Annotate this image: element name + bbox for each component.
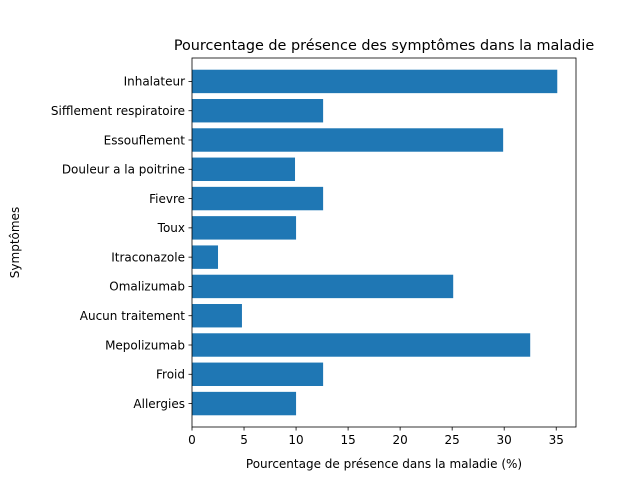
y-tick-label: Itraconazole [111, 250, 185, 264]
bar [192, 128, 504, 152]
x-axis-label: Pourcentage de présence dans la maladie … [246, 457, 522, 471]
y-tick-label: Toux [157, 221, 185, 235]
x-tick-label: 25 [445, 433, 460, 447]
y-tick-label: Aucun traitement [80, 309, 186, 323]
x-tick-label: 15 [340, 433, 355, 447]
y-tick-label: Omalizumab [109, 280, 185, 294]
bar [192, 362, 324, 386]
x-tick-label: 30 [497, 433, 512, 447]
x-tick-label: 35 [549, 433, 564, 447]
plot-frame [191, 57, 577, 428]
bar [192, 99, 324, 123]
x-tick-label: 5 [240, 433, 248, 447]
bar [192, 69, 558, 94]
bar [192, 186, 324, 211]
x-tick-label: 20 [392, 433, 407, 447]
y-tick-label: Allergies [133, 397, 185, 411]
y-tick-label: Froid [156, 368, 185, 382]
bar [192, 391, 297, 416]
bars-group [192, 69, 558, 416]
y-tick-label: Fievre [149, 192, 185, 206]
bar [192, 245, 219, 269]
x-tick-label: 0 [188, 433, 196, 447]
chart-title: Pourcentage de présence des symptômes da… [174, 38, 595, 54]
bar [192, 304, 242, 328]
bar [192, 157, 296, 181]
bar [192, 274, 454, 299]
y-tick-label: Sifflement respiratoire [51, 104, 185, 118]
y-axis: Allergies Froid Mepolizumab Aucun traitemen… [51, 75, 192, 411]
bar [192, 216, 297, 240]
bar [192, 333, 531, 357]
x-tick-label: 10 [288, 433, 303, 447]
y-tick-label: Mepolizumab [105, 338, 185, 352]
x-axis: 0 5 10 15 20 25 30 35 [188, 427, 564, 447]
y-tick-label: Inhalateur [124, 75, 185, 89]
y-tick-label: Douleur a la poitrine [62, 163, 185, 177]
y-tick-label: Essouflement [104, 133, 186, 147]
y-axis-label: Symptômes [8, 207, 22, 278]
